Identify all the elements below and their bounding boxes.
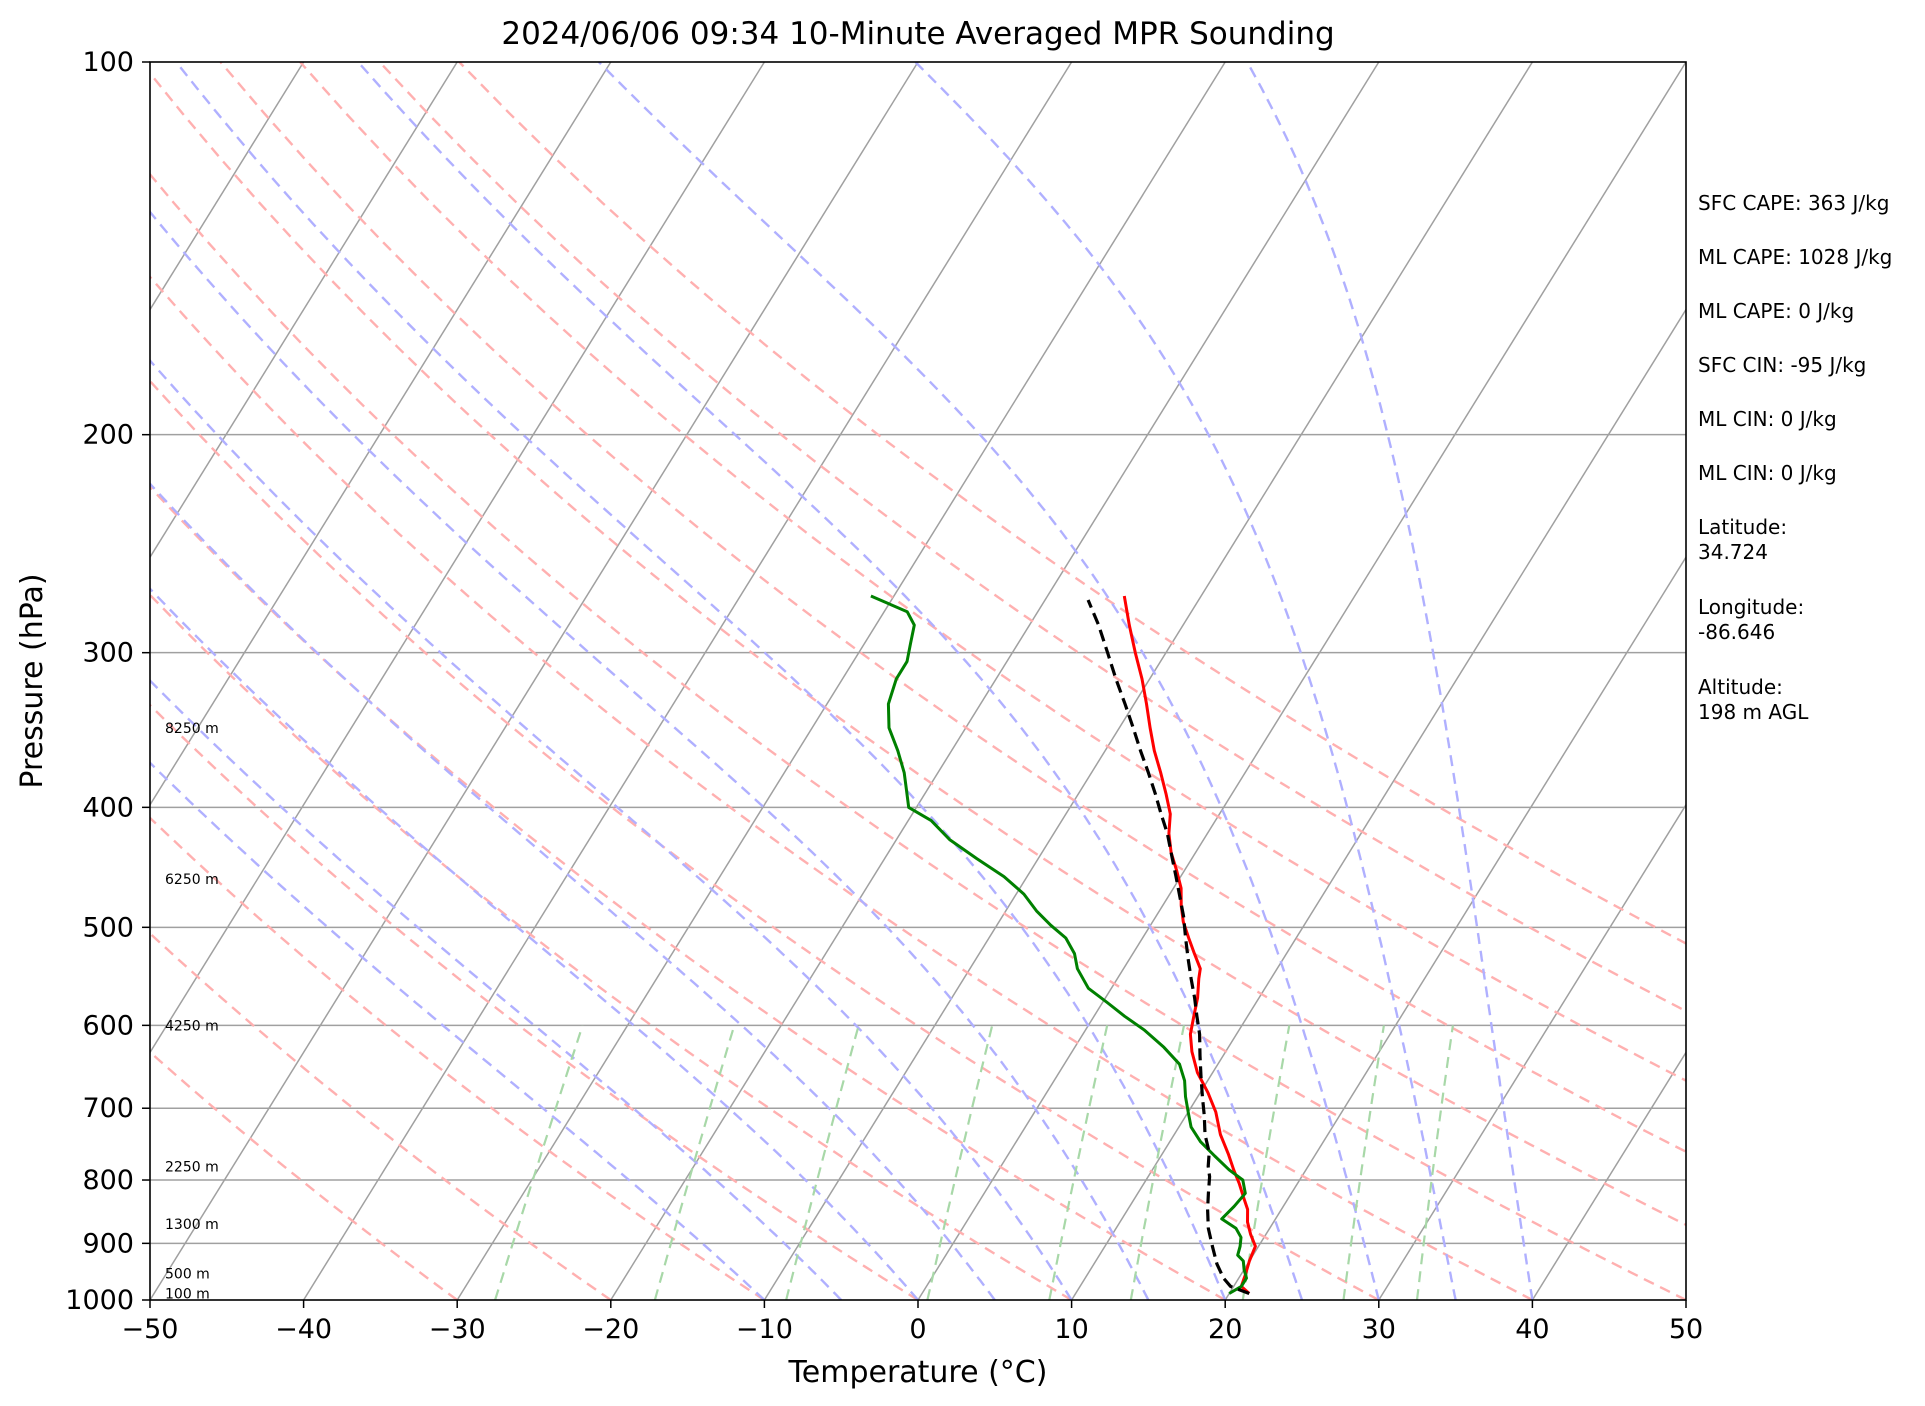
isotherm-line	[150, 62, 766, 1054]
x-tick-label: 0	[909, 1314, 926, 1345]
temperature-trace	[1122, 595, 1257, 1295]
height-label: 4250 m	[165, 1018, 219, 1034]
mixing-ratio-line	[494, 1025, 584, 1300]
moist-adiabat-line	[357, 62, 1304, 1300]
info-line: SFC CIN: -95 J/kg	[1698, 353, 1866, 377]
dry-adiabat-line	[378, 62, 1686, 1013]
x-tick-label: 30	[1362, 1314, 1396, 1345]
x-tick-label: −20	[582, 1314, 639, 1345]
dry-adiabat-line	[150, 485, 1226, 1300]
mixing-ratio-line	[1415, 1025, 1454, 1300]
dry-adiabat-line	[299, 62, 1686, 1082]
info-line: Latitude:	[1698, 515, 1787, 539]
info-line: ML CAPE: 0 J/kg	[1698, 299, 1854, 323]
y-tick-label: 1000	[65, 1285, 134, 1316]
x-tick-label: −30	[429, 1314, 486, 1345]
x-tick-label: 20	[1208, 1314, 1242, 1345]
height-label: 500 m	[165, 1267, 210, 1283]
isotherm-line	[150, 62, 458, 559]
isotherm-line	[1224, 555, 1686, 1300]
info-line: 198 m AGL	[1698, 700, 1809, 724]
isotherm-line	[1070, 308, 1686, 1300]
info-line: ML CAPE: 1028 J/kg	[1698, 245, 1892, 269]
y-tick-label: 400	[82, 792, 134, 823]
isotherm-line	[302, 62, 1073, 1300]
info-line: Longitude:	[1698, 595, 1804, 619]
y-tick-label: 900	[82, 1228, 134, 1259]
isotherm-line	[150, 62, 919, 1300]
info-line: SFC CAPE: 363 J/kg	[1698, 191, 1889, 215]
y-tick-label: 200	[82, 420, 134, 451]
height-label: 6250 m	[165, 872, 219, 888]
sounding-info: SFC CAPE: 363 J/kg ML CAPE: 1028 J/kg ML C…	[1698, 191, 1892, 724]
info-line: Altitude:	[1698, 675, 1783, 699]
moist-adiabat-line	[914, 62, 1457, 1300]
y-tick-label: 600	[82, 1010, 134, 1041]
y-tick-label: 300	[82, 638, 134, 669]
isotherm-line	[150, 62, 612, 807]
axis-ticks: −50 −40 −30 −20 −10 0 10 20 30 40 50 100 200 300 400 50…	[65, 47, 1703, 1345]
x-tick-label: −10	[736, 1314, 793, 1345]
x-tick-label: −50	[122, 1314, 179, 1345]
dry-adiabat-line	[150, 379, 1380, 1300]
dry-adiabat-line	[150, 931, 612, 1300]
y-axis-label: Pressure (hPa)	[15, 573, 50, 788]
y-tick-label: 500	[82, 912, 134, 943]
isotherm-line	[763, 62, 1534, 1300]
isotherm-line	[1531, 1050, 1686, 1300]
dry-adiabat-line	[219, 62, 1686, 1154]
x-tick-label: 50	[1669, 1314, 1703, 1345]
chart-title: 2024/06/06 09:34 10-Minute Averaged MPR …	[501, 16, 1334, 52]
x-axis-label: Temperature (°C)	[788, 1355, 1048, 1390]
height-label: 8250 m	[165, 721, 219, 737]
mixing-ratio-line	[653, 1025, 736, 1300]
x-tick-label: 40	[1515, 1314, 1549, 1345]
mixing-ratio-line	[1129, 1025, 1186, 1300]
y-tick-label: 700	[82, 1093, 134, 1124]
isotherm-line	[1378, 803, 1686, 1300]
height-label: 100 m	[165, 1287, 210, 1303]
dry-adiabat-line	[150, 593, 1073, 1300]
mixing-ratio-line	[1342, 1025, 1385, 1300]
moist-adiabat-line	[597, 62, 1380, 1300]
dry-adiabat-line	[150, 71, 1686, 1227]
dry-adiabat-line	[150, 1050, 458, 1300]
dewpoint-trace	[870, 594, 1248, 1295]
mixing-ratio-line	[1048, 1025, 1109, 1300]
info-line: ML CIN: 0 J/kg	[1698, 407, 1837, 431]
isotherm-line	[917, 62, 1686, 1300]
y-tick-label: 800	[82, 1165, 134, 1196]
height-label: 1300 m	[165, 1217, 219, 1233]
mixing-ratio-line	[785, 1025, 860, 1300]
moist-adiabat-line	[150, 482, 996, 1300]
x-tick-label: −40	[275, 1314, 332, 1345]
sounding-traces	[870, 594, 1257, 1295]
isotherm-line	[150, 62, 305, 312]
info-line: 34.724	[1698, 540, 1768, 564]
dry-adiabat-line	[150, 275, 1533, 1300]
y-tick-label: 100	[82, 47, 134, 78]
dry-adiabat-line	[150, 172, 1686, 1300]
moist-adiabat-line	[1246, 62, 1534, 1300]
dry-adiabat-line	[150, 703, 919, 1300]
dry-adiabat-line	[150, 816, 766, 1300]
x-tick-label: 10	[1054, 1314, 1088, 1345]
reference-lines	[150, 62, 1686, 1300]
moist-adiabat-line	[150, 587, 919, 1300]
isotherm-line	[610, 62, 1380, 1300]
parcel-trace	[1086, 599, 1250, 1295]
moist-adiabat-line	[150, 761, 766, 1300]
moist-adiabat-line	[150, 210, 1150, 1300]
moist-adiabat-line	[150, 358, 1073, 1300]
info-line: ML CIN: 0 J/kg	[1698, 461, 1837, 485]
moist-adiabat-line	[175, 62, 1227, 1300]
mixing-ratio-line	[926, 1025, 994, 1300]
height-labels: 8250 m 6250 m 4250 m 2250 m 1300 m 500 m 100 m	[165, 721, 219, 1303]
isotherm-line	[456, 62, 1226, 1300]
info-line: -86.646	[1698, 620, 1775, 644]
height-label: 2250 m	[165, 1159, 219, 1175]
